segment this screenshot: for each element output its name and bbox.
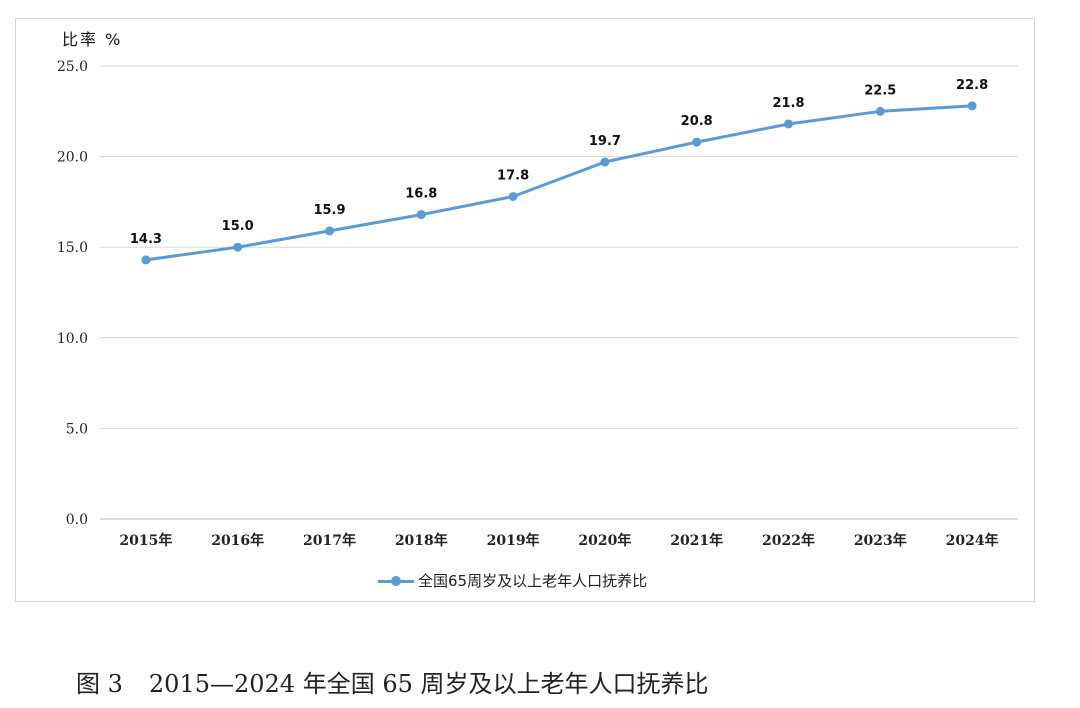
- y-tick-label: 10.0: [57, 331, 88, 347]
- legend-swatch: [378, 575, 414, 587]
- data-point: [325, 226, 334, 236]
- data-label: 15.0: [222, 219, 254, 234]
- x-tick-label: 2018年: [395, 532, 448, 549]
- data-point: [967, 101, 977, 111]
- x-tick-label: 2017年: [303, 532, 356, 549]
- data-point: [600, 157, 610, 167]
- x-tick-label: 2016年: [211, 532, 264, 549]
- x-tick-label: 2019年: [487, 532, 540, 549]
- data-label: 15.9: [313, 203, 345, 218]
- data-point: [875, 106, 885, 116]
- figure-number: 图 3: [76, 670, 123, 698]
- data-label: 20.8: [681, 114, 713, 129]
- data-label: 17.8: [497, 168, 529, 183]
- data-point: [141, 255, 151, 265]
- x-tick-label: 2021年: [670, 532, 723, 549]
- data-label: 22.8: [956, 78, 988, 93]
- data-label: 19.7: [589, 134, 621, 149]
- data-point: [416, 210, 426, 220]
- y-tick-label: 15.0: [57, 240, 88, 256]
- data-point: [692, 137, 702, 147]
- data-label: 21.8: [772, 96, 804, 111]
- data-point: [233, 242, 243, 252]
- data-label: 22.5: [864, 83, 896, 98]
- legend-label: 全国65周岁及以上老年人口抚养比: [418, 572, 648, 590]
- y-tick-label: 5.0: [66, 421, 88, 437]
- chart-frame: [15, 18, 1035, 602]
- y-tick-label: 25.0: [57, 59, 88, 75]
- data-point: [508, 191, 518, 201]
- x-tick-label: 2015年: [119, 532, 172, 549]
- figure-caption: 图 3 2015—2024 年全国 65 周岁及以上老年人口抚养比: [76, 664, 709, 699]
- series-line: [144, 104, 974, 262]
- data-label: 14.3: [130, 232, 162, 247]
- data-label: 16.8: [405, 187, 437, 202]
- y-tick-label: 20.0: [57, 150, 88, 166]
- data-point: [784, 119, 793, 129]
- x-tick-label: 2022年: [762, 532, 815, 549]
- figure-title: 2015—2024 年全国 65 周岁及以上老年人口抚养比: [148, 670, 709, 698]
- x-tick-label: 2020年: [578, 532, 631, 549]
- y-axis-label: 比率 %: [62, 30, 123, 49]
- x-tick-label: 2023年: [854, 532, 907, 549]
- x-tick-label: 2024年: [946, 532, 999, 549]
- legend: 全国65周岁及以上老年人口抚养比: [378, 570, 647, 591]
- y-tick-label: 0.0: [66, 512, 88, 528]
